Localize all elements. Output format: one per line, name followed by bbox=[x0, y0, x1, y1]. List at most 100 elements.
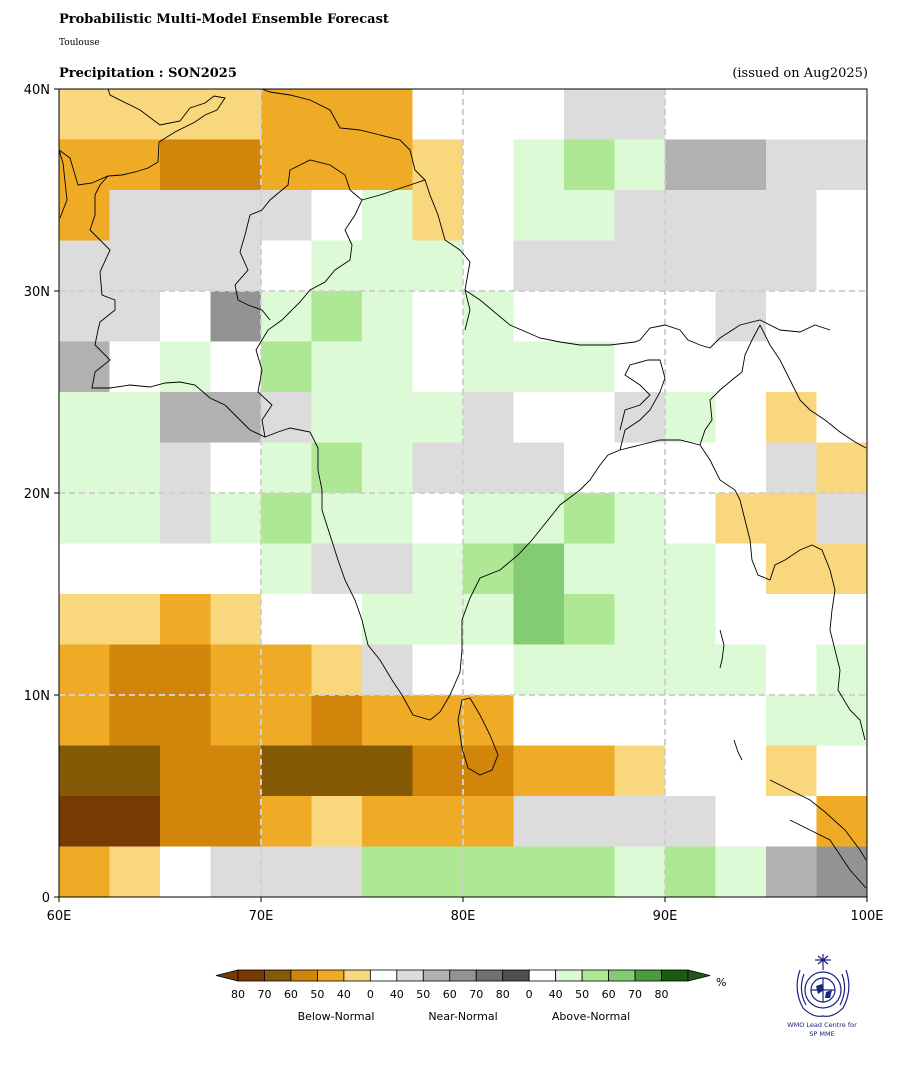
grid-cell bbox=[59, 89, 110, 140]
grid-cell bbox=[261, 543, 312, 595]
grid-cell bbox=[665, 594, 716, 645]
legend-swatch bbox=[396, 969, 424, 982]
grid-cell bbox=[614, 796, 666, 847]
grid-cell bbox=[412, 644, 464, 696]
grid-cell bbox=[564, 442, 615, 494]
grid-cell bbox=[311, 796, 363, 847]
legend-tick-label: 40 bbox=[390, 988, 404, 1001]
grid-cell bbox=[160, 442, 211, 494]
legend-tick-label: 80 bbox=[496, 988, 510, 1001]
x-tick-label: 80E bbox=[451, 909, 476, 924]
legend-swatch bbox=[528, 969, 557, 982]
grid-cell bbox=[766, 89, 817, 140]
grid-cell bbox=[463, 89, 514, 140]
grid-cell bbox=[614, 594, 666, 645]
grid-cell bbox=[665, 341, 716, 393]
grid-cell bbox=[564, 543, 615, 595]
grid-cell bbox=[362, 240, 413, 292]
legend-swatch bbox=[661, 969, 689, 982]
grid-cell bbox=[715, 493, 767, 544]
grid-cell bbox=[766, 139, 817, 191]
grid-cell bbox=[513, 89, 565, 140]
grid-cell bbox=[261, 745, 312, 797]
grid-cell bbox=[766, 341, 817, 393]
legend-swatch bbox=[369, 969, 398, 982]
grid-cell bbox=[463, 594, 514, 645]
grid-cell bbox=[59, 846, 110, 898]
grid-cell bbox=[59, 493, 110, 544]
y-tick-label: 10N bbox=[24, 689, 50, 704]
y-axis-ticks: 0 10N 20N 30N 40N bbox=[24, 83, 59, 906]
grid-cell bbox=[564, 341, 615, 393]
logo-caption-line2: SP MME bbox=[809, 1030, 835, 1038]
legend-extend-low bbox=[215, 969, 239, 982]
grid-cell bbox=[362, 695, 413, 746]
grid-cell bbox=[564, 89, 615, 140]
grid-cell bbox=[715, 392, 767, 443]
grid-cell bbox=[665, 190, 716, 241]
grid-cell bbox=[59, 392, 110, 443]
gridlines bbox=[59, 89, 867, 897]
grid-cell bbox=[160, 644, 211, 696]
grid-cell bbox=[816, 341, 868, 393]
grid-cell bbox=[109, 745, 161, 797]
y-tick-label: 20N bbox=[24, 487, 50, 502]
grid-cell bbox=[109, 644, 161, 696]
grid-cell bbox=[614, 139, 666, 191]
grid-cell bbox=[160, 543, 211, 595]
grid-cell bbox=[513, 846, 565, 898]
grid-cell bbox=[311, 846, 363, 898]
legend-swatch bbox=[449, 969, 477, 982]
grid-cell bbox=[513, 240, 565, 292]
grid-cell bbox=[210, 594, 262, 645]
grid-cell bbox=[665, 392, 716, 443]
grid-cell bbox=[564, 291, 615, 342]
grid-cell bbox=[463, 190, 514, 241]
grid-cell bbox=[412, 139, 464, 191]
grid-cell bbox=[665, 240, 716, 292]
grid-cell bbox=[210, 190, 262, 241]
grid-cell bbox=[766, 392, 817, 443]
grid-cell bbox=[109, 846, 161, 898]
grid-cell bbox=[362, 190, 413, 241]
grid-cell bbox=[816, 240, 868, 292]
y-tick-label: 30N bbox=[24, 285, 50, 300]
grid-cell bbox=[816, 695, 868, 746]
grid-cell bbox=[412, 543, 464, 595]
grid-cell bbox=[463, 139, 514, 191]
grid-cell bbox=[210, 392, 262, 443]
grid-cell bbox=[614, 240, 666, 292]
legend-tick-label: 0 bbox=[367, 988, 374, 1001]
grid-cell bbox=[816, 644, 868, 696]
grid-cell bbox=[362, 745, 413, 797]
legend-swatch bbox=[422, 969, 451, 982]
grid-cell bbox=[564, 240, 615, 292]
grid-cell bbox=[463, 392, 514, 443]
grid-cell bbox=[513, 493, 565, 544]
coastline bbox=[58, 88, 867, 889]
grid-cell bbox=[261, 341, 312, 393]
grid-cell bbox=[463, 745, 514, 797]
grid-cell bbox=[59, 543, 110, 595]
grid-cell bbox=[311, 442, 363, 494]
grid-cell bbox=[766, 594, 817, 645]
grid-cell bbox=[614, 442, 666, 494]
issued-date: (issued on Aug2025) bbox=[732, 66, 868, 81]
legend-swatch bbox=[581, 969, 609, 982]
y-tick-label: 0 bbox=[42, 891, 50, 906]
legend-swatch bbox=[343, 969, 371, 982]
grid-cell bbox=[59, 442, 110, 494]
grid-cell bbox=[362, 493, 413, 544]
grid-cell bbox=[715, 341, 767, 393]
grid-cell bbox=[109, 341, 161, 393]
legend-tick-label: 70 bbox=[628, 988, 642, 1001]
grid-cell bbox=[311, 240, 363, 292]
legend-tick-label: 70 bbox=[469, 988, 483, 1001]
grid-cell bbox=[412, 796, 464, 847]
grid-cell bbox=[665, 543, 716, 595]
grid-cell bbox=[816, 796, 868, 847]
legend-extend-high bbox=[687, 969, 711, 982]
x-tick-label: 90E bbox=[653, 909, 678, 924]
grid-cell bbox=[816, 89, 868, 140]
legend-group-label: Near-Normal bbox=[428, 1010, 497, 1023]
